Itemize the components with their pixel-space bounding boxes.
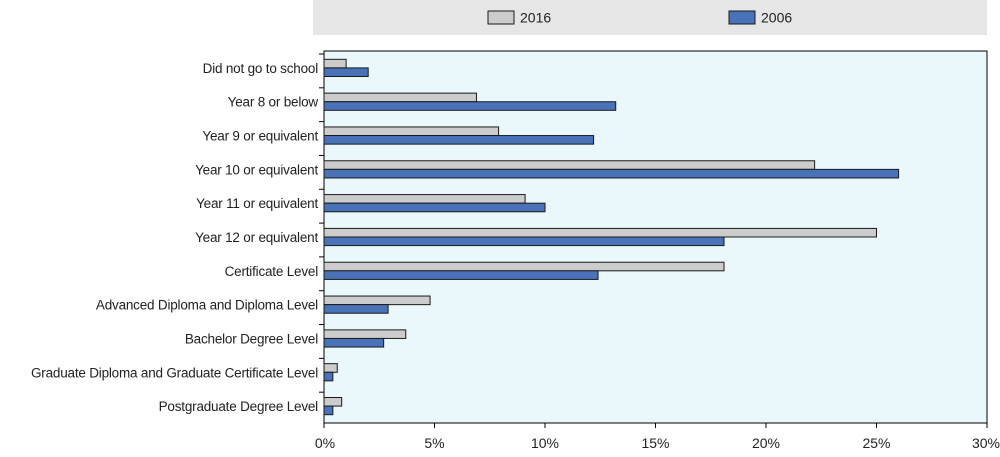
bar-2016-4 xyxy=(323,160,816,170)
bar-2016-6 xyxy=(323,227,877,238)
legend: 2016 2006 xyxy=(487,10,792,26)
bar-2016-11 xyxy=(323,396,343,407)
category-label-4: Year 10 or equivalent xyxy=(195,162,318,177)
x-tick-label-6: 25% xyxy=(862,435,890,451)
bar-2006-3 xyxy=(323,135,595,145)
bar-2016-8 xyxy=(323,295,431,306)
category-label-6: Year 12 or equivalent xyxy=(195,230,318,245)
bar-2006-10 xyxy=(323,371,334,382)
bar-2006-6 xyxy=(323,236,725,247)
legend-background xyxy=(313,0,987,35)
category-label-1: Did not go to school xyxy=(203,61,319,76)
category-label-2: Year 8 or below xyxy=(228,95,319,110)
bar-2006-7 xyxy=(323,270,599,280)
category-label-5: Year 11 or equivalent xyxy=(196,196,318,211)
category-label-10: Graduate Diploma and Graduate Certificat… xyxy=(31,365,318,380)
x-tick-label-3: 10% xyxy=(531,435,559,451)
bar-2006-11 xyxy=(323,405,334,416)
legend-swatch-2016 xyxy=(487,10,515,25)
legend-swatch-2006 xyxy=(728,10,756,25)
category-label-3: Year 9 or equivalent xyxy=(202,129,318,144)
bar-2016-3 xyxy=(323,126,500,137)
bar-2006-5 xyxy=(323,202,546,213)
category-labels: Did not go to school Year 8 or below Year … xyxy=(31,61,319,414)
bar-2006-2 xyxy=(323,101,617,111)
bar-2006-4 xyxy=(323,168,900,179)
x-tick-label-4: 15% xyxy=(641,435,669,451)
category-label-11: Postgraduate Degree Level xyxy=(159,399,319,414)
x-tick-label-2: 5% xyxy=(424,435,444,451)
bar-2006-1 xyxy=(323,67,369,78)
bar-2016-5 xyxy=(323,194,526,204)
bars xyxy=(323,58,900,416)
bar-2006-9 xyxy=(323,337,385,348)
legend-label-2006: 2006 xyxy=(761,10,792,26)
bar-2016-1 xyxy=(323,58,347,69)
bar-2016-9 xyxy=(323,329,407,339)
x-tick-label-5: 20% xyxy=(752,435,780,451)
bar-2016-10 xyxy=(323,363,338,373)
category-label-7: Certificate Level xyxy=(225,264,319,279)
x-tick-label-7: 30% xyxy=(972,435,1000,451)
bar-2016-7 xyxy=(323,261,725,272)
legend-label-2016: 2016 xyxy=(520,10,551,26)
bar-2006-8 xyxy=(323,304,389,314)
category-label-8: Advanced Diploma and Diploma Level xyxy=(96,298,318,313)
x-tick-label-1: 0% xyxy=(315,435,335,451)
bar-2016-2 xyxy=(323,92,477,103)
x-axis: 0% 5% 10% 15% 20% 25% 30% xyxy=(315,53,1000,451)
category-label-9: Bachelor Degree Level xyxy=(185,331,318,346)
